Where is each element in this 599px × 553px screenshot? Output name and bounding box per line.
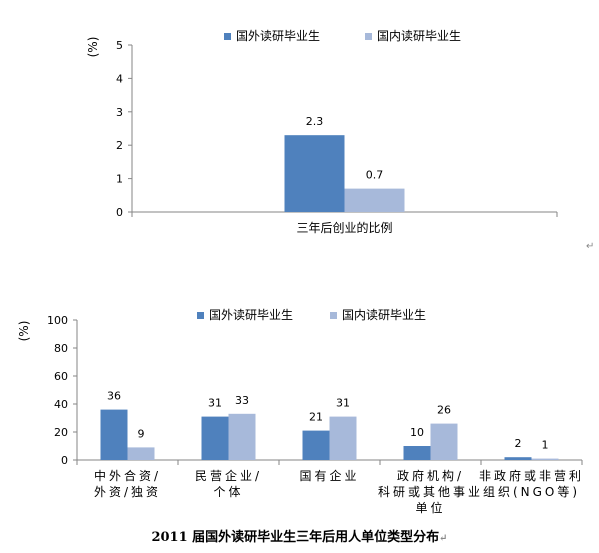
category-label: 非政府或非营利组织(NGO等) (479, 468, 584, 499)
bar (531, 458, 559, 460)
category-label-line: 单位 (415, 500, 445, 515)
y-tick-label: 0 (116, 206, 123, 219)
caption-paragraph-mark: ↵ (439, 533, 448, 544)
legend-swatch-0 (197, 312, 204, 319)
category-label: 国有企业 (299, 468, 359, 483)
data-label: 31 (336, 397, 350, 410)
y-tick-label: 0 (61, 454, 68, 467)
category-label-line: 外资/独资 (94, 485, 161, 499)
chart-employer-type: 国外读研毕业生 国内读研毕业生 (%) 0 20 40 60 80 100 中外合资/外资/独资 3… (17, 308, 584, 515)
category-label-line: 科研或其他事业 (378, 485, 483, 499)
y-tick-label: 5 (116, 39, 123, 52)
bar (344, 188, 405, 212)
category-label: 三年后创业的比例 (296, 220, 392, 235)
bar (329, 416, 357, 460)
bar (284, 135, 345, 212)
figure-caption: 2011 届国外读研毕业生三年后用人单位类型分布↵ (0, 526, 599, 545)
bar (430, 423, 458, 460)
y-tick-label: 40 (54, 398, 68, 411)
data-label: 2.3 (306, 115, 324, 128)
legend-swatch-0 (224, 33, 231, 40)
data-label: 26 (437, 404, 451, 417)
y-tick-label: 20 (54, 426, 68, 439)
legend-label-1: 国内读研毕业生 (342, 308, 426, 322)
category-label: 政府机构/科研或其他事业单位 (378, 468, 483, 515)
y-tick-label: 3 (116, 106, 123, 119)
category-label-line: 政府机构/ (397, 468, 464, 483)
category-label-line: 中外合资/ (94, 468, 161, 483)
data-label: 36 (107, 390, 121, 403)
y-tick-label: 4 (116, 72, 123, 85)
y-axis-label: (%) (17, 321, 31, 342)
category-label: 中外合资/外资/独资 (94, 468, 161, 499)
legend-swatch-1 (330, 312, 337, 319)
data-label: 21 (309, 411, 323, 424)
category-label-line: 国有企业 (299, 468, 359, 483)
chart-1: 国外读研毕业生 国内读研毕业生 (%) 0 1 2 3 4 5 三年后创业的比例 2.3 0.7 (86, 29, 558, 235)
category-label: 民营企业/个体 (195, 468, 262, 499)
bar (403, 446, 431, 460)
chart-2: 国外读研毕业生 国内读研毕业生 (%) 0 20 40 60 80 100 中外合资/外资/独资 3… (17, 308, 584, 515)
y-tick-label: 80 (54, 342, 68, 355)
paragraph-mark: ↵ (586, 241, 595, 252)
chart-startup-ratio: 国外读研毕业生 国内读研毕业生 (%) 0 1 2 3 4 5 三年后创业的比例 2.3 0.7 (86, 29, 558, 235)
bar (302, 430, 330, 460)
legend-label-1: 国内读研毕业生 (377, 29, 461, 43)
data-label: 2 (515, 437, 522, 450)
legend-label-0: 国外读研毕业生 (236, 29, 320, 43)
category-label-line: 三年后创业的比例 (296, 220, 392, 235)
data-label: 1 (542, 439, 549, 452)
y-tick-label: 100 (47, 314, 68, 327)
bar (127, 447, 155, 460)
y-tick-label: 1 (116, 173, 123, 186)
bar (228, 413, 256, 460)
y-tick-label: 60 (54, 370, 68, 383)
category-label-line: 个体 (213, 485, 243, 499)
caption-text: 2011 届国外读研毕业生三年后用人单位类型分布 (151, 530, 440, 545)
category-label-line: 组织(NGO等) (483, 485, 580, 499)
legend-label-0: 国外读研毕业生 (209, 308, 293, 322)
bar (100, 409, 128, 460)
y-axis-label: (%) (86, 37, 100, 58)
category-label-line: 非政府或非营利 (479, 468, 584, 483)
y-tick-label: 2 (116, 139, 123, 152)
category-label-line: 民营企业/ (195, 468, 262, 483)
legend-swatch-1 (365, 33, 372, 40)
data-label: 10 (410, 426, 424, 439)
data-label: 0.7 (366, 169, 384, 182)
data-label: 31 (208, 397, 222, 410)
bar (504, 457, 532, 460)
data-label: 9 (138, 427, 145, 440)
data-label: 33 (235, 394, 249, 407)
bar (201, 416, 229, 460)
